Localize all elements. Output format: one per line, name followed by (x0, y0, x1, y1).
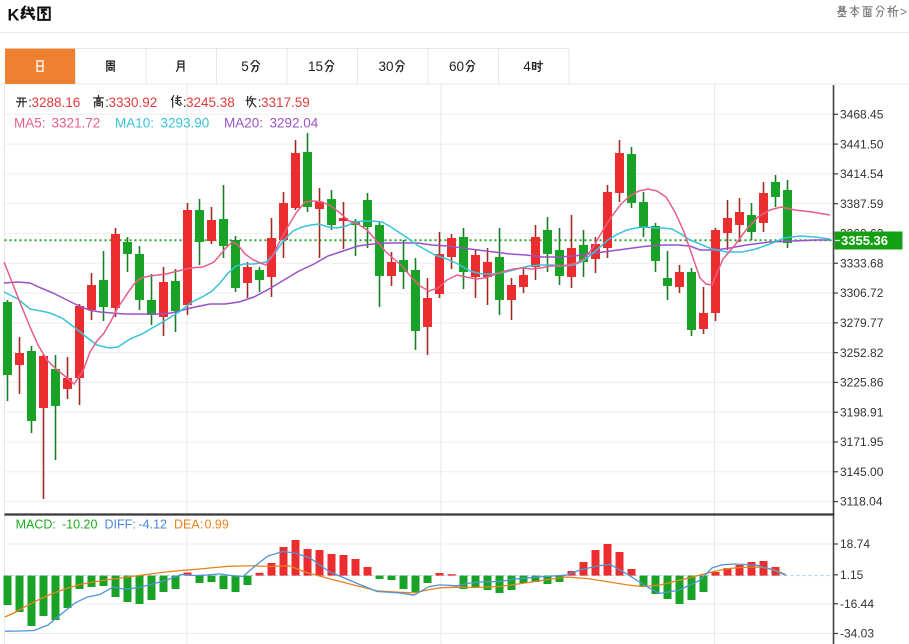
svg-text:3306.72: 3306.72 (840, 286, 884, 300)
svg-text:15: 15 (308, 59, 323, 74)
svg-text:3279.77: 3279.77 (840, 316, 884, 330)
svg-text:3441.50: 3441.50 (840, 137, 884, 151)
svg-text:3468.45: 3468.45 (840, 107, 884, 121)
svg-text:3198.91: 3198.91 (840, 405, 884, 419)
svg-text:-34.03: -34.03 (840, 627, 874, 641)
svg-text:3355.36: 3355.36 (841, 233, 888, 248)
svg-text:3118.04: 3118.04 (840, 495, 883, 509)
svg-text:60: 60 (449, 59, 464, 74)
svg-text:-16.44: -16.44 (840, 597, 874, 611)
svg-text:>: > (900, 5, 907, 19)
svg-text:3252.82: 3252.82 (840, 346, 884, 360)
svg-text:3414.54: 3414.54 (840, 167, 884, 181)
svg-text:3145.00: 3145.00 (840, 465, 884, 479)
svg-text:30: 30 (379, 59, 394, 74)
svg-text:3225.86: 3225.86 (840, 376, 884, 390)
svg-text:3387.59: 3387.59 (840, 197, 884, 211)
svg-text::3288.16:3330.92:3245.38:3317.: :3288.16:3330.92:3245.38:3317.59 (28, 95, 310, 110)
svg-text:18.74: 18.74 (840, 537, 870, 551)
svg-text:5: 5 (241, 59, 249, 74)
svg-text:3171.95: 3171.95 (840, 435, 884, 449)
svg-text:K: K (8, 7, 20, 25)
svg-text:3333.68: 3333.68 (840, 256, 884, 270)
svg-text:4: 4 (523, 59, 531, 74)
svg-text:1.15: 1.15 (840, 568, 864, 582)
